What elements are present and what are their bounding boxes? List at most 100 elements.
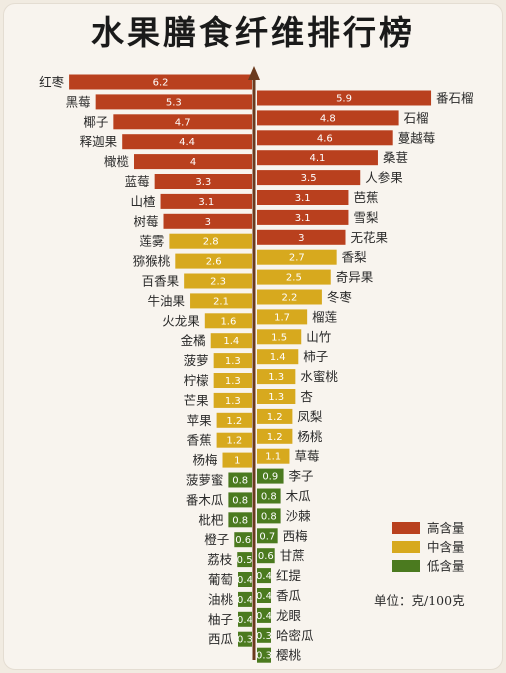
bar-left-20 <box>228 472 252 488</box>
fruit-label-right-9: 奇异果 <box>336 270 374 285</box>
bar-value-right-7: 3 <box>298 233 304 244</box>
bar-left-26 <box>238 591 252 607</box>
bar-value-right-2: 4.6 <box>317 133 333 144</box>
bar-right-20 <box>257 488 281 504</box>
bar-value-left-1: 5.3 <box>166 97 182 108</box>
bar-value-right-10: 2.2 <box>281 293 297 304</box>
fruit-label-left-3: 释迦果 <box>80 134 118 149</box>
bar-left-21 <box>228 492 252 508</box>
bar-value-left-23: 0.6 <box>235 535 251 546</box>
bar-right-1 <box>257 110 399 126</box>
bar-value-right-5: 3.1 <box>295 193 311 204</box>
bar-left-2 <box>113 114 252 130</box>
fruit-label-right-2: 蔓越莓 <box>398 130 436 145</box>
fruit-label-left-11: 牛油果 <box>148 293 186 308</box>
fruit-label-right-8: 香梨 <box>342 250 368 265</box>
bar-right-5 <box>257 190 349 205</box>
legend-label-2: 低含量 <box>427 559 465 574</box>
bar-value-left-24: 0.5 <box>237 555 253 566</box>
bar-left-3 <box>122 134 252 150</box>
bar-right-23 <box>257 548 275 564</box>
bar-value-right-14: 1.3 <box>268 372 284 383</box>
fruit-label-left-26: 油桃 <box>208 592 234 607</box>
bar-value-left-16: 1.3 <box>225 396 241 407</box>
bar-right-6 <box>257 209 349 225</box>
bar-right-22 <box>257 528 278 544</box>
bar-right-28 <box>257 647 271 663</box>
bar-value-right-27: 0.3 <box>256 631 272 642</box>
bar-left-0 <box>69 74 252 90</box>
bar-right-17 <box>257 428 293 444</box>
fruit-label-left-9: 猕猴桃 <box>133 254 171 269</box>
fruit-label-left-15: 柠檬 <box>184 373 209 388</box>
bar-left-10 <box>184 273 252 289</box>
bar-value-left-12: 1.6 <box>220 316 236 327</box>
bar-value-right-21: 0.8 <box>261 511 277 522</box>
bar-value-right-17: 1.2 <box>267 432 283 443</box>
bar-right-24 <box>257 568 271 584</box>
fruit-label-left-14: 菠萝 <box>184 353 209 368</box>
bar-left-15 <box>213 373 252 388</box>
fruit-label-left-19: 杨梅 <box>192 453 217 468</box>
bar-left-11 <box>190 293 252 309</box>
bar-value-right-6: 3.1 <box>295 213 311 224</box>
bar-value-right-26: 0.4 <box>256 611 272 622</box>
bar-value-left-27: 0.4 <box>237 615 253 626</box>
bar-value-right-24: 0.4 <box>256 571 272 582</box>
bar-left-12 <box>204 313 252 329</box>
bar-value-left-7: 3 <box>205 217 211 228</box>
bar-left-16 <box>213 392 252 408</box>
bar-right-26 <box>257 607 271 623</box>
bar-value-right-16: 1.2 <box>267 412 283 423</box>
bar-right-7 <box>257 229 346 245</box>
bar-value-right-8: 2.7 <box>289 253 305 264</box>
legend-swatch-1 <box>392 541 420 553</box>
bar-value-left-25: 0.4 <box>237 575 253 586</box>
fruit-label-right-7: 无花果 <box>351 230 389 245</box>
bar-right-11 <box>257 309 308 325</box>
bar-right-15 <box>257 389 296 404</box>
bar-right-3 <box>257 150 378 166</box>
bar-value-right-9: 2.5 <box>286 273 302 284</box>
fruit-label-left-16: 芒果 <box>184 393 210 408</box>
fruit-label-left-28: 西瓜 <box>208 632 234 647</box>
fruit-label-right-22: 西梅 <box>283 528 308 543</box>
fruit-label-right-4: 人参果 <box>365 170 403 185</box>
bar-value-left-20: 0.8 <box>232 476 248 487</box>
fruit-label-right-25: 香瓜 <box>276 588 302 603</box>
bar-value-left-14: 1.3 <box>225 356 241 367</box>
bar-value-right-4: 3.5 <box>301 173 317 184</box>
bar-value-left-22: 0.8 <box>232 515 248 526</box>
fruit-label-left-27: 柚子 <box>208 612 233 627</box>
bar-right-21 <box>257 508 281 524</box>
bar-right-2 <box>257 130 393 146</box>
fruit-label-left-1: 黑莓 <box>66 94 91 109</box>
bar-left-7 <box>163 213 252 229</box>
fruit-label-right-23: 甘蔗 <box>280 548 305 563</box>
bar-left-28 <box>238 631 252 647</box>
fruit-label-right-19: 李子 <box>289 469 314 484</box>
fruit-label-right-20: 木瓜 <box>286 489 312 504</box>
bar-value-right-3: 4.1 <box>310 153 326 164</box>
fruit-label-right-0: 番石榴 <box>436 91 474 106</box>
bar-value-right-11: 1.7 <box>274 312 290 323</box>
fruit-label-left-2: 椰子 <box>83 114 108 129</box>
fruit-label-left-5: 蓝莓 <box>125 174 150 189</box>
fruit-label-left-7: 树莓 <box>133 214 158 229</box>
fruit-label-left-20: 菠萝蜜 <box>186 473 224 488</box>
bar-right-14 <box>257 369 296 385</box>
fruit-label-left-0: 红枣 <box>39 75 65 90</box>
bar-right-9 <box>257 269 331 285</box>
bar-value-left-15: 1.3 <box>225 376 241 387</box>
fruit-label-left-25: 葡萄 <box>208 572 233 587</box>
fruit-label-right-15: 杏 <box>300 389 313 404</box>
bar-left-22 <box>228 512 252 528</box>
bar-value-right-1: 4.8 <box>320 113 336 124</box>
bar-right-18 <box>257 448 290 464</box>
fruit-label-right-1: 石榴 <box>404 110 429 125</box>
fruit-label-right-3: 桑葚 <box>383 150 408 165</box>
fruit-label-right-24: 红提 <box>276 568 302 583</box>
bar-value-left-4: 4 <box>190 157 196 168</box>
bar-value-left-10: 2.3 <box>210 277 226 288</box>
